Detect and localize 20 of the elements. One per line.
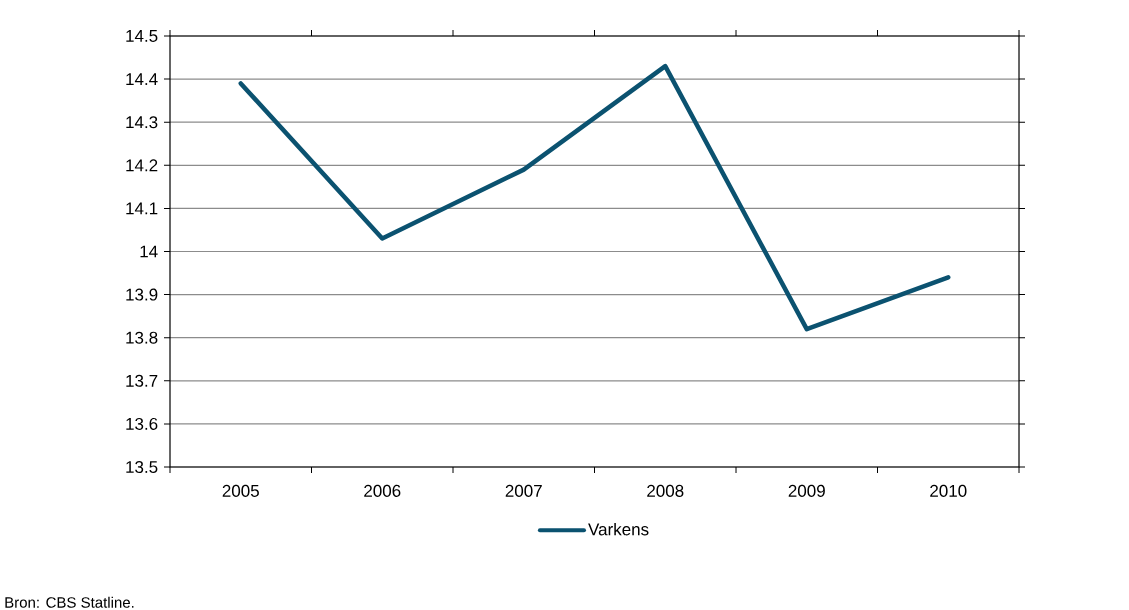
y-tick-label: 13.7 (126, 374, 158, 387)
y-tick-label: 14.5 (126, 30, 158, 42)
x-tick-label: 2006 (364, 484, 401, 497)
x-tick-label: 2010 (930, 484, 967, 497)
y-tick-label: 14.2 (126, 159, 158, 172)
y-tick-label: 13.5 (126, 460, 158, 474)
x-tick-label: 2008 (647, 484, 684, 497)
y-tick-label: 13.6 (126, 417, 158, 430)
text: Bron: CBS Statline. (5, 596, 134, 608)
y-tick-label: 13.9 (126, 288, 158, 301)
x-tick-label: 2005 (222, 484, 259, 497)
y-tick-label: 14.3 (126, 116, 158, 129)
y-tick-label: 13.8 (126, 331, 158, 344)
y-tick-label: 14.1 (126, 202, 158, 215)
y-tick-label: 14.4 (126, 73, 158, 85)
y-tick-label: 14 (140, 245, 158, 258)
legend-label: Varkens (588, 522, 649, 536)
x-tick-label: 2009 (788, 484, 825, 497)
x-tick-label: 2007 (505, 484, 542, 497)
line-series (238, 63, 951, 332)
